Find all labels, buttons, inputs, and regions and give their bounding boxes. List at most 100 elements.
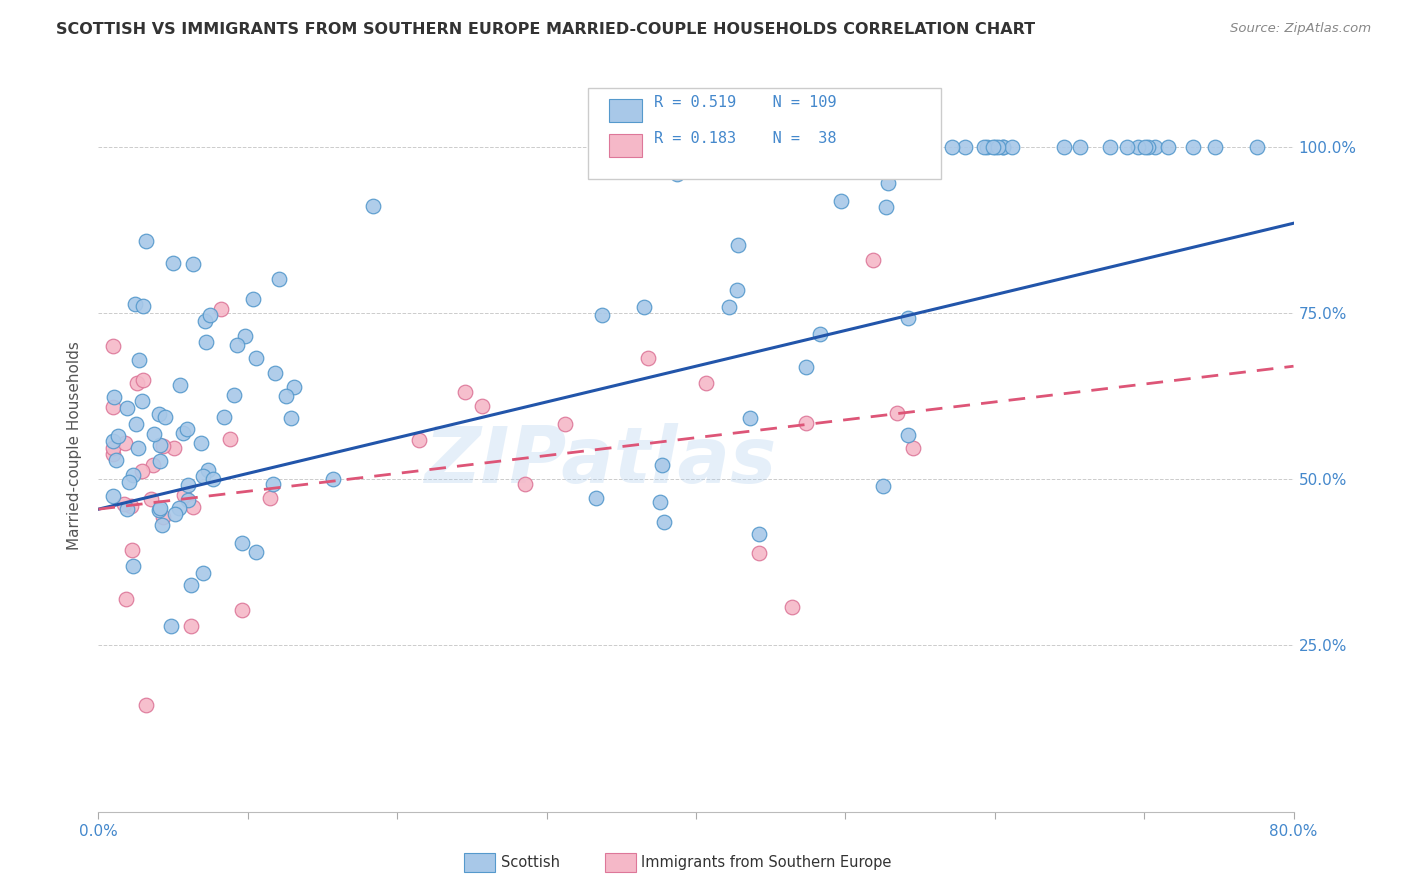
Point (408, 433, 430, 447)
Point (103, 434, 125, 448)
Point (181, 257, 204, 271)
Point (748, 545, 770, 559)
Point (177, 493, 200, 508)
Point (322, 472, 344, 486)
Point (152, 510, 174, 524)
Point (981, 140, 1004, 154)
Point (103, 441, 125, 455)
Point (953, 140, 976, 154)
Point (863, 140, 886, 154)
Point (124, 297, 146, 311)
Point (554, 417, 576, 431)
Point (794, 360, 817, 375)
Point (122, 467, 145, 482)
Point (153, 410, 176, 425)
Point (180, 578, 202, 592)
Point (976, 140, 998, 154)
Point (152, 439, 174, 453)
FancyBboxPatch shape (589, 87, 941, 179)
Point (828, 140, 851, 154)
Point (194, 314, 217, 328)
Point (259, 491, 281, 505)
Point (984, 140, 1007, 154)
Point (513, 476, 536, 491)
Point (176, 421, 198, 435)
Point (1204, 140, 1226, 154)
Point (177, 478, 200, 492)
Point (112, 497, 135, 511)
Point (877, 177, 900, 191)
Text: R = 0.519    N = 109: R = 0.519 N = 109 (654, 95, 837, 111)
Point (219, 432, 242, 446)
Point (167, 501, 190, 516)
Point (149, 437, 172, 451)
Point (897, 310, 920, 325)
Point (103, 390, 125, 404)
Point (1182, 140, 1205, 154)
Point (160, 618, 183, 632)
Point (973, 140, 995, 154)
Point (808, 327, 831, 342)
Point (471, 399, 494, 413)
Point (862, 252, 884, 267)
Point (132, 299, 155, 313)
Point (276, 389, 298, 403)
Point (1128, 140, 1150, 154)
Point (103, 447, 125, 461)
Point (740, 411, 762, 425)
Point (103, 400, 125, 414)
Point (152, 518, 174, 533)
Point (124, 417, 146, 432)
Point (823, 140, 845, 154)
Point (1069, 140, 1091, 154)
Point (201, 472, 224, 486)
Point (652, 515, 675, 529)
Point (198, 308, 221, 322)
Point (117, 502, 139, 516)
Point (911, 140, 934, 154)
Point (727, 238, 749, 252)
Point (637, 351, 659, 365)
Text: Immigrants from Southern Europe: Immigrants from Southern Europe (641, 855, 891, 870)
Point (651, 458, 673, 472)
Point (190, 436, 212, 450)
Point (987, 140, 1010, 154)
Point (114, 436, 136, 450)
Point (718, 300, 741, 314)
Point (103, 338, 125, 352)
Point (780, 599, 803, 614)
Point (886, 406, 908, 420)
Point (105, 453, 128, 467)
Point (107, 429, 129, 443)
Point (121, 542, 143, 557)
Point (231, 603, 253, 617)
Point (181, 500, 204, 514)
Text: R = 0.183    N =  38: R = 0.183 N = 38 (654, 130, 837, 145)
Point (169, 377, 191, 392)
Point (103, 489, 125, 503)
Point (139, 491, 162, 506)
Point (283, 380, 305, 394)
Point (131, 464, 153, 478)
Point (127, 376, 149, 391)
Point (453, 384, 475, 399)
Point (1116, 140, 1139, 154)
Point (830, 194, 852, 209)
Text: ZIPatlas: ZIPatlas (425, 423, 776, 499)
Point (1157, 140, 1180, 154)
Point (264, 366, 287, 380)
Point (141, 458, 163, 472)
Point (585, 491, 607, 505)
Point (209, 302, 232, 317)
Point (180, 618, 202, 632)
Point (148, 407, 170, 421)
Point (727, 283, 749, 297)
Point (128, 352, 150, 367)
Point (655, 163, 678, 178)
Point (120, 499, 142, 513)
Point (135, 235, 157, 249)
Point (890, 140, 912, 154)
FancyBboxPatch shape (609, 134, 643, 157)
Point (212, 409, 235, 424)
Point (695, 376, 717, 391)
